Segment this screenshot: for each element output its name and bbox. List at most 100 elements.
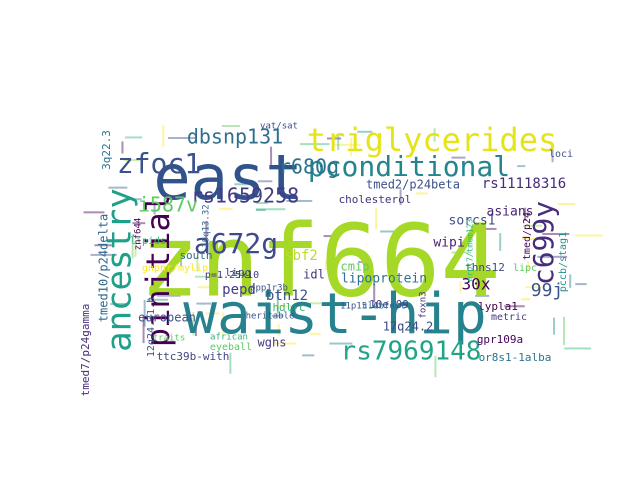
cloud-word: clubfoot [362,302,405,312]
cloud-word: traits [153,334,186,344]
cloud-word: lipg [225,266,252,279]
cloud-word: pinitial [139,193,177,347]
cloud-word: cmip [341,260,370,274]
tiny-word-mark [327,137,342,140]
cloud-word: 99j [531,280,564,301]
cloud-word: i587v [138,193,198,217]
tiny-word-mark [83,211,105,214]
cloud-word: c699y [527,201,560,285]
cloud-word: znf644 [134,218,144,251]
cloud-word: wghs [258,336,287,350]
tiny-word-mark [562,316,565,346]
tiny-word-mark [222,312,225,335]
tiny-word-mark [310,332,321,335]
cloud-word: lipids [130,236,166,247]
cloud-word: rs11118316 [482,176,566,192]
tiny-word-mark [575,234,603,237]
cloud-word: tmed10/p24delta [97,214,111,322]
cloud-word: p=1.25x10 [205,270,259,281]
tiny-word-mark [302,354,315,357]
cloud-word: 17q24.2 [383,320,434,334]
tiny-word-mark [194,324,197,337]
cloud-word: zfoc1 [117,147,201,180]
tiny-word-mark [524,207,527,222]
cloud-word: rs7969148 [341,337,482,367]
cloud-word: sbf2 [284,248,318,264]
tiny-word-mark [196,302,212,305]
tiny-word-mark [255,209,266,212]
tiny-word-mark [221,125,240,128]
cloud-word: south [179,249,212,262]
tiny-word-mark [219,207,233,210]
tiny-word-mark [557,202,576,205]
cloud-word: a672g [194,227,278,260]
tiny-word-mark [300,143,330,146]
tiny-word-mark [131,233,134,259]
cloud-word: gnpnr/mylip [142,263,208,274]
cloud-word: 12q24.31.b [146,297,157,357]
tiny-word-mark [434,355,437,378]
cloud-word: gpr109a [477,333,523,346]
tiny-word-mark [153,203,156,215]
cloud-word: ancestry [100,188,140,352]
cloud-word: sorcs1 [449,214,496,229]
cloud-word: heritable [246,312,295,322]
tiny-word-mark [125,136,143,139]
tiny-word-mark [473,227,497,230]
cloud-word: east [153,141,302,214]
cloud-word: 19q13.32 [202,204,212,247]
tiny-word-mark [270,146,273,167]
cloud-word: tmed7/p24gamma [79,304,92,397]
tiny-word-mark [475,294,490,297]
cloud-word: ttc39b-with [157,350,230,363]
tiny-word-mark [350,137,353,156]
cloud-word: foxn3 [419,291,429,318]
cloud-word: triglycerides [307,121,557,159]
cloud-word: pccb/stag1 [558,232,569,292]
cloud-word: 3q22.3 [100,130,113,170]
tiny-word-mark [180,251,183,267]
cloud-word: vat/sat [260,122,298,132]
tiny-word-mark [415,192,428,195]
tiny-word-mark [194,275,223,278]
tiny-word-mark [575,283,587,286]
tiny-word-mark [357,130,373,133]
tiny-word-mark [380,230,397,233]
cloud-word: pconditional [308,150,510,183]
tiny-word-mark [273,342,297,345]
tiny-word-mark [564,347,592,350]
tiny-word-mark [205,221,208,241]
cloud-word: lypla1 [478,300,518,313]
cloud-word: thns12 [465,261,505,274]
tiny-word-mark [121,141,124,154]
tiny-word-mark [451,251,472,254]
tiny-word-mark [325,259,328,271]
tiny-word-mark [329,342,353,345]
tiny-word-mark [192,312,195,336]
tiny-word-mark [521,298,531,301]
cloud-word: 10e-09 [369,298,409,311]
tiny-word-mark [234,272,245,275]
cloud-word: metric [491,312,527,323]
tiny-word-mark [522,224,542,227]
tiny-word-mark [542,232,570,235]
tiny-word-mark [451,156,466,159]
cloud-word: ppp1r3b [250,284,288,294]
tiny-word-mark [205,312,220,315]
tiny-word-mark [276,289,279,314]
cloud-word: dbsnp131 [187,125,283,149]
tiny-word-mark [499,233,502,251]
tiny-word-mark [504,305,525,308]
cloud-word: eyeball [210,342,252,353]
tiny-word-mark [124,198,142,201]
cloud-word: asians [487,205,534,220]
cloud-word: btn12 [266,288,308,304]
tiny-word-mark [257,180,273,183]
cloud-word: hdl-c [272,301,305,314]
tiny-word-mark [337,133,340,151]
tiny-word-mark [256,202,268,205]
tiny-word-mark [527,261,530,272]
cloud-word: idl [303,268,325,282]
